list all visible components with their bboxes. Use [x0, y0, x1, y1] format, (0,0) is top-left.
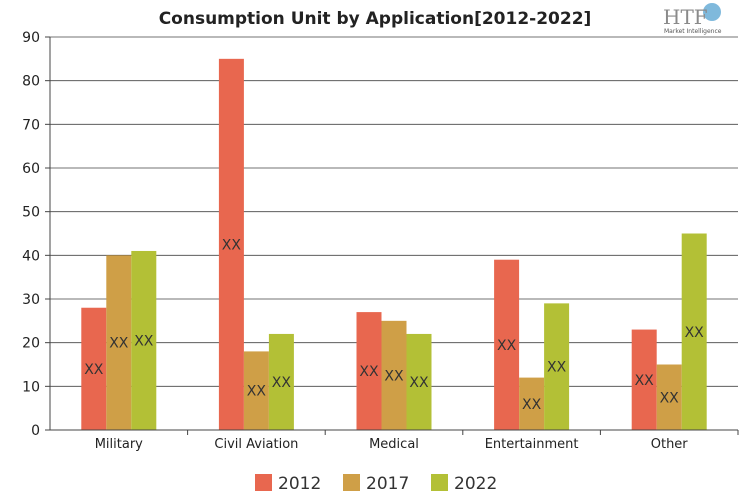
legend-swatch-2017 [343, 474, 360, 491]
bar-2012-civil-aviation [218, 58, 244, 430]
legend-label: 2017 [366, 474, 409, 494]
data-label: XX [359, 364, 379, 380]
data-label: XX [497, 338, 517, 354]
data-label: XX [272, 375, 292, 391]
bar-2012-medical [356, 312, 382, 430]
bar-2022-other [681, 233, 707, 430]
y-tick-label: 10 [22, 379, 40, 395]
data-label: XX [109, 336, 129, 352]
data-label: XX [84, 362, 104, 378]
bar-2017-entertainment [519, 377, 545, 430]
globe-icon [703, 3, 721, 21]
data-label: XX [685, 325, 705, 341]
bar-2012-military [81, 307, 107, 430]
data-label: XX [547, 360, 567, 376]
y-tick-label: 30 [22, 292, 40, 308]
chart-title: Consumption Unit by Application[2012-202… [159, 9, 592, 29]
legend-label: 2012 [278, 474, 321, 494]
legend-label: 2022 [454, 474, 497, 494]
bars [81, 58, 707, 430]
data-label: XX [222, 237, 242, 253]
bar-2017-medical [381, 320, 407, 430]
bar-2022-medical [406, 333, 432, 430]
bar-2012-entertainment [494, 259, 520, 430]
x-category-label: Medical [369, 437, 419, 452]
y-tick-label: 50 [22, 205, 40, 221]
logo-name: HTF [663, 5, 708, 29]
x-category-label: Military [95, 437, 143, 452]
bar-2017-military [106, 255, 132, 430]
y-tick-label: 20 [22, 336, 40, 352]
y-tick-label: 0 [31, 423, 40, 439]
y-tick-label: 40 [22, 248, 40, 264]
y-tick-label: 70 [22, 117, 40, 133]
logo-tagline: Market Intelligence [664, 28, 722, 35]
data-label: XX [384, 368, 404, 384]
y-axis-ticks: 0 10 20 30 40 50 60 70 80 90 [22, 30, 50, 439]
x-category-label: Other [651, 437, 689, 452]
data-labels: XX XX XX XX XX XX XX XX XX XX XX XX XX XX XX [84, 237, 704, 412]
legend: 2012 2017 2022 [255, 474, 497, 494]
bar-2012-other [631, 329, 657, 430]
bar-2022-entertainment [544, 303, 570, 430]
bar-2022-military [131, 250, 157, 430]
data-label: XX [660, 390, 680, 406]
bar-2022-civil-aviation [268, 333, 294, 430]
data-label: XX [635, 373, 655, 389]
legend-swatch-2012 [255, 474, 272, 491]
bar-2017-other [656, 364, 682, 430]
y-tick-label: 90 [22, 30, 40, 46]
y-tick-label: 60 [22, 161, 40, 177]
data-label: XX [409, 375, 429, 391]
x-axis-categories: Military Civil Aviation Medical Entertainme… [95, 430, 739, 452]
y-tick-label: 80 [22, 74, 40, 90]
data-label: XX [134, 333, 154, 349]
data-label: XX [247, 384, 267, 400]
data-label: XX [522, 397, 542, 413]
x-category-label: Entertainment [485, 437, 579, 452]
x-category-label: Civil Aviation [214, 437, 298, 452]
bar-2017-civil-aviation [243, 351, 269, 430]
htf-logo: HTF Market Intelligence [663, 3, 722, 35]
legend-swatch-2022 [431, 474, 448, 491]
